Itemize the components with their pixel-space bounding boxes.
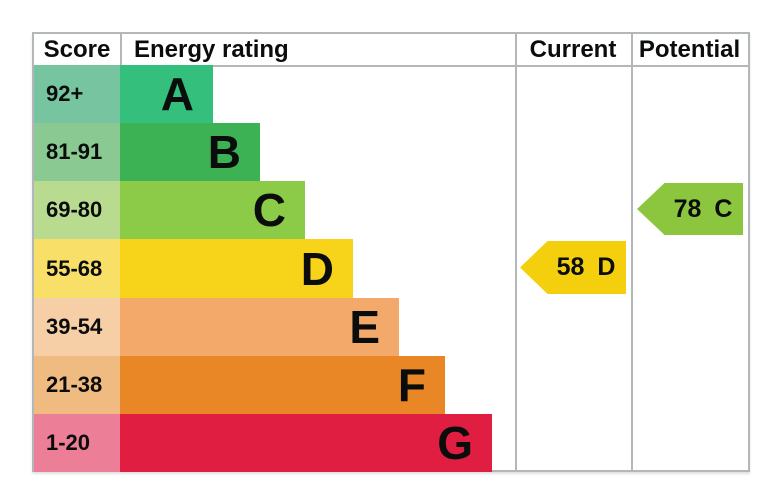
band-bar-e: E xyxy=(120,298,399,356)
band-bar-c: C xyxy=(120,181,305,239)
score-column-divider xyxy=(120,34,122,65)
band-bar-b: B xyxy=(120,123,260,181)
potential-rating-value: 78 xyxy=(673,194,702,223)
band-row-g: 1-20 G xyxy=(34,414,492,472)
band-row-d: 55-68 D xyxy=(34,239,353,298)
band-bar-d: D xyxy=(120,239,353,298)
band-bar-f: F xyxy=(120,356,445,414)
score-range-g: 1-20 xyxy=(34,414,120,472)
current-rating-value: 58 xyxy=(556,253,585,281)
header-score: Score xyxy=(43,35,111,63)
score-range-f: 21-38 xyxy=(34,356,120,414)
current-rating-arrow: 58 D xyxy=(520,241,626,294)
header-current: Current xyxy=(529,35,617,63)
potential-rating-letter: C xyxy=(714,194,733,223)
band-row-e: 39-54 E xyxy=(34,298,399,356)
header-divider-line xyxy=(34,65,748,67)
band-bar-a: A xyxy=(120,65,213,123)
band-row-f: 21-38 F xyxy=(34,356,445,414)
current-rating-letter: D xyxy=(597,253,616,281)
current-column-divider xyxy=(515,34,517,470)
score-range-b: 81-91 xyxy=(34,123,120,181)
header-potential: Potential xyxy=(638,35,741,63)
band-row-a: 92+ A xyxy=(34,65,213,123)
score-range-d: 55-68 xyxy=(34,239,120,298)
score-range-a: 92+ xyxy=(34,65,120,123)
header-energy-rating: Energy rating xyxy=(134,35,289,63)
epc-table: Score Energy rating Current Potential 92… xyxy=(32,32,750,472)
potential-column-divider xyxy=(631,34,633,470)
score-range-e: 39-54 xyxy=(34,298,120,356)
band-bar-g: G xyxy=(120,414,492,472)
band-row-c: 69-80 C xyxy=(34,181,305,239)
band-row-b: 81-91 B xyxy=(34,123,260,181)
potential-rating-arrow: 78 C xyxy=(637,183,743,235)
score-range-c: 69-80 xyxy=(34,181,120,239)
